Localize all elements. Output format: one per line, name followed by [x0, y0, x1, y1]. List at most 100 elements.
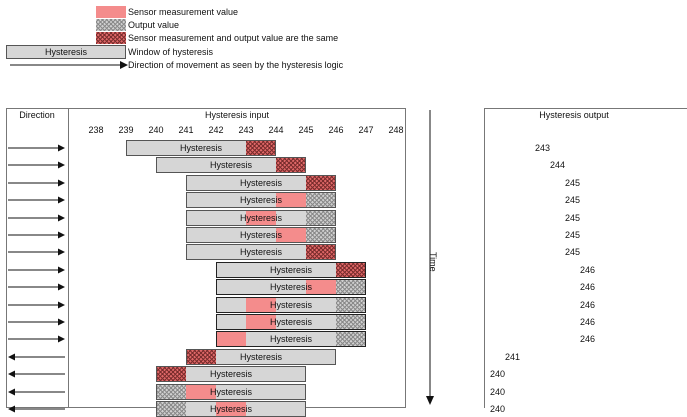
sensor-value-cell: [186, 384, 216, 399]
bar-label: Hysteresis: [209, 386, 252, 397]
input-tick-label: 244: [268, 125, 284, 135]
bar-label: Hysteresis: [209, 404, 252, 414]
output-value: 245: [565, 230, 581, 240]
arrow-right-icon: [8, 266, 65, 274]
input-tick-label: 239: [118, 125, 134, 135]
output-value-cell: [157, 384, 186, 399]
hysteresis-window-bar: Hysteresis: [126, 140, 276, 156]
arrow-right-icon: [8, 335, 65, 343]
legend-swatch-output: [96, 19, 126, 31]
hysteresis-window-bar: Hysteresis: [216, 279, 366, 296]
output-value: 240: [490, 404, 506, 414]
input-tick-label: 248: [388, 125, 404, 135]
output-value: 246: [580, 282, 596, 293]
bar-label: Hysteresis: [269, 282, 312, 293]
sensor-output-same-cell: [276, 158, 305, 173]
legend-label-output: Output value: [128, 20, 180, 30]
output-value: 246: [580, 299, 596, 310]
arrow-right-icon: [8, 231, 65, 239]
arrow-left-icon: [8, 388, 65, 396]
output-value: 240: [490, 369, 506, 380]
sensor-value-cell: [276, 228, 306, 242]
output-value: 245: [565, 247, 581, 258]
arrow-right-icon: [8, 179, 65, 187]
output-value: 245: [565, 212, 581, 223]
sensor-output-same-cell: [246, 141, 275, 155]
output-value: 246: [580, 334, 596, 345]
legend-label-window: Window of hysteresis: [128, 47, 214, 57]
output-value-cell: [306, 210, 335, 225]
hysteresis-window-bar: Hysteresis: [156, 366, 306, 383]
direction-column-divider: [68, 108, 69, 408]
output-value-cell: [336, 280, 365, 295]
output-value: 245: [565, 177, 581, 188]
output-value-cell: [157, 402, 186, 416]
bar-label: Hysteresis: [179, 143, 222, 153]
arrow-right-icon: [8, 161, 65, 169]
right-table-frame: [484, 108, 687, 408]
sensor-output-same-cell: [306, 245, 335, 260]
sensor-value-cell: [246, 297, 276, 312]
hysteresis-window-bar: Hysteresis: [186, 192, 336, 209]
input-tick-label: 242: [208, 125, 224, 135]
hysteresis-window-bar: Hysteresis: [186, 348, 336, 365]
output-value: 246: [580, 317, 596, 327]
output-value: 241: [505, 351, 521, 362]
arrow-right-icon: [8, 196, 65, 204]
arrow-right-icon: [8, 318, 65, 326]
output-value: 245: [565, 195, 581, 206]
legend-swatch-same: [96, 32, 126, 44]
arrow-left-icon: [8, 370, 65, 378]
arrow-right-icon: [8, 283, 65, 291]
input-tick-label: 241: [178, 125, 194, 135]
input-tick-label: 240: [148, 125, 164, 135]
output-value-cell: [306, 193, 335, 208]
bar-label: Hysteresis: [239, 351, 282, 362]
bar-label: Hysteresis: [269, 334, 312, 345]
output-value: 243: [535, 143, 551, 153]
bar-label: Hysteresis: [269, 264, 312, 275]
hysteresis-output-header: Hysteresis output: [539, 110, 609, 120]
input-tick-label: 247: [358, 125, 374, 135]
bar-label: Hysteresis: [239, 195, 282, 206]
direction-header: Direction: [19, 110, 55, 120]
hysteresis-window-bar: Hysteresis: [186, 227, 336, 243]
hysteresis-input-header: Hysteresis input: [204, 110, 270, 120]
sensor-output-same-cell: [336, 262, 365, 277]
bar-label: Hysteresis: [239, 247, 282, 258]
output-value: 240: [490, 386, 506, 397]
hysteresis-window-bar: Hysteresis: [216, 296, 366, 313]
output-value-cell: [306, 228, 335, 242]
legend-arrow-icon: [10, 61, 128, 69]
input-tick-label: 243: [238, 125, 254, 135]
sensor-output-same-cell: [187, 349, 216, 364]
output-value-cell: [336, 332, 365, 347]
sensor-value-cell: [306, 280, 336, 295]
legend-swatch-window: Hysteresis: [6, 45, 126, 59]
arrow-right-icon: [8, 301, 65, 309]
sensor-value-cell: [217, 332, 246, 347]
bar-label: Hysteresis: [269, 299, 312, 310]
output-value-cell: [336, 315, 365, 329]
arrow-right-icon: [8, 144, 65, 152]
bar-label: Hysteresis: [209, 160, 252, 171]
input-tick-label: 238: [88, 125, 104, 135]
hysteresis-window-bar: Hysteresis: [216, 314, 366, 330]
sensor-output-same-cell: [306, 175, 335, 190]
sensor-value-cell: [246, 210, 276, 225]
bar-label: Hysteresis: [239, 177, 282, 188]
time-label: Time: [428, 252, 438, 272]
arrow-right-icon: [8, 248, 65, 256]
legend-label-sensor: Sensor measurement value: [128, 7, 239, 17]
output-value: 244: [550, 160, 566, 171]
bar-label: Hysteresis: [239, 212, 282, 223]
sensor-value-cell: [246, 315, 276, 329]
hysteresis-window-bar: Hysteresis: [216, 261, 366, 278]
arrow-left-icon: [8, 353, 65, 361]
output-value: 246: [580, 264, 596, 275]
legend-window-swatch-label: Hysteresis: [44, 47, 87, 57]
hysteresis-window-bar: Hysteresis: [216, 331, 366, 348]
sensor-output-same-cell: [157, 367, 186, 382]
input-tick-label: 245: [298, 125, 314, 135]
legend-label-direction: Direction of movement as seen by the hys…: [128, 60, 344, 70]
